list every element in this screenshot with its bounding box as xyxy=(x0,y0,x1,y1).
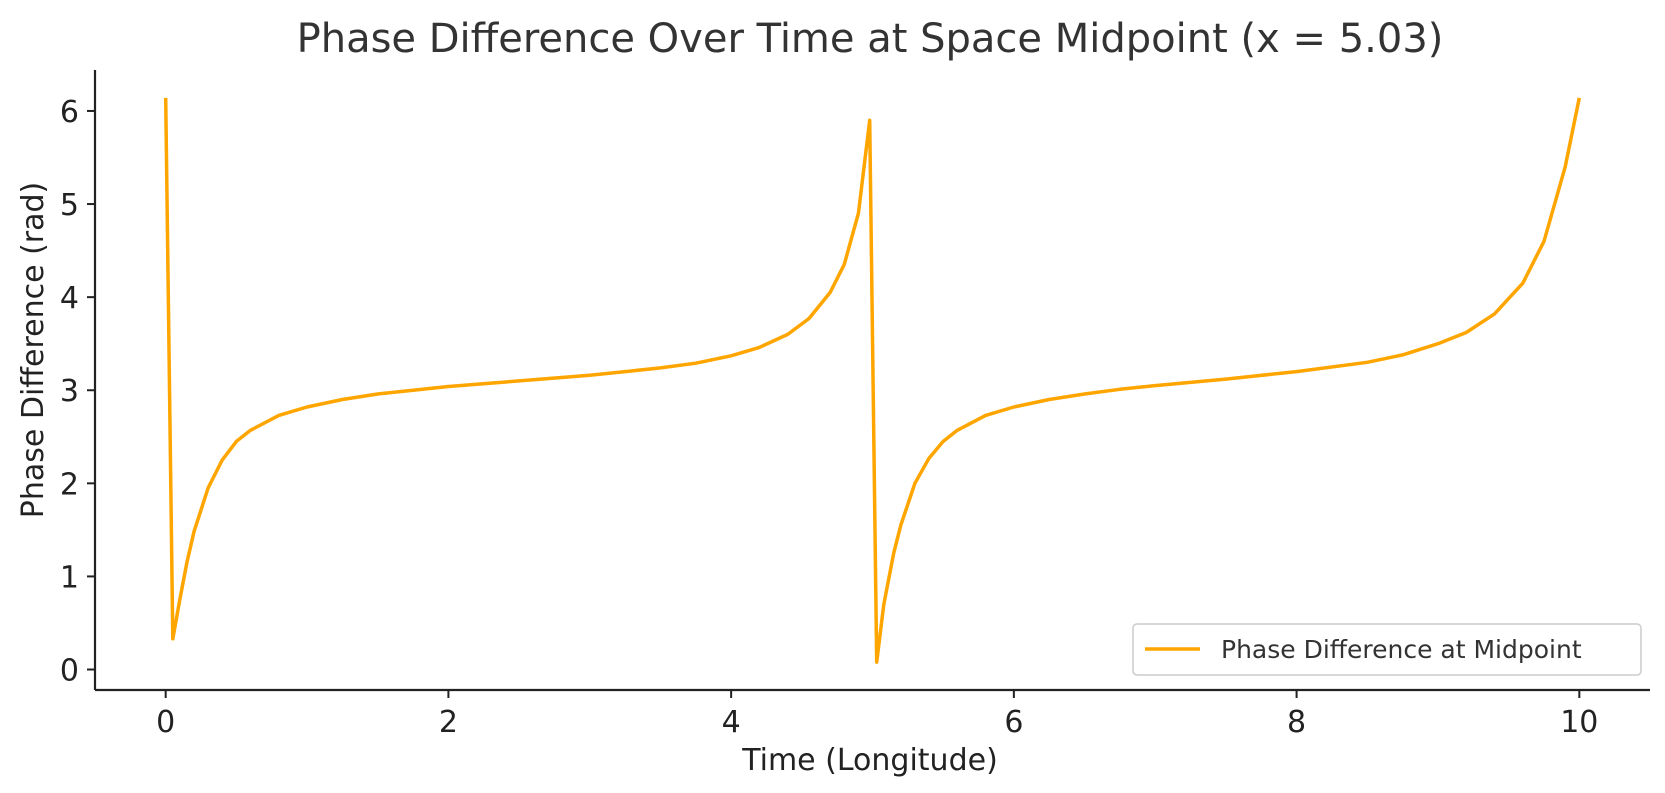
x-tick-label: 8 xyxy=(1287,705,1306,740)
x-axis-label: Time (Longitude) xyxy=(741,743,998,778)
y-tick-label: 4 xyxy=(60,281,79,316)
legend-box xyxy=(1132,623,1642,676)
x-tick-label: 6 xyxy=(1004,705,1023,740)
y-tick-label: 1 xyxy=(60,560,79,595)
x-tick-label: 0 xyxy=(156,705,175,740)
y-tick-label: 2 xyxy=(60,467,79,502)
x-tick-label: 2 xyxy=(439,705,458,740)
series-line xyxy=(163,97,1582,664)
chart-title: Phase Difference Over Time at Space Midp… xyxy=(297,16,1444,62)
x-axis-ticks: 0 2 4 6 8 10 xyxy=(156,690,1598,740)
series-layer xyxy=(163,97,1582,664)
y-tick-label: 6 xyxy=(60,95,79,130)
y-tick-label: 3 xyxy=(60,374,79,409)
legend-label: Phase Difference at Midpoint xyxy=(1221,635,1582,664)
y-axis-label: Phase Difference (rad) xyxy=(16,182,51,518)
y-tick-label: 0 xyxy=(60,654,79,689)
legend: Phase Difference at Midpoint xyxy=(1132,623,1642,676)
y-axis-ticks: 0 1 2 3 4 5 6 xyxy=(60,95,95,689)
y-tick-label: 5 xyxy=(60,188,79,223)
x-tick-label: 4 xyxy=(722,705,741,740)
x-tick-label: 10 xyxy=(1560,705,1598,740)
